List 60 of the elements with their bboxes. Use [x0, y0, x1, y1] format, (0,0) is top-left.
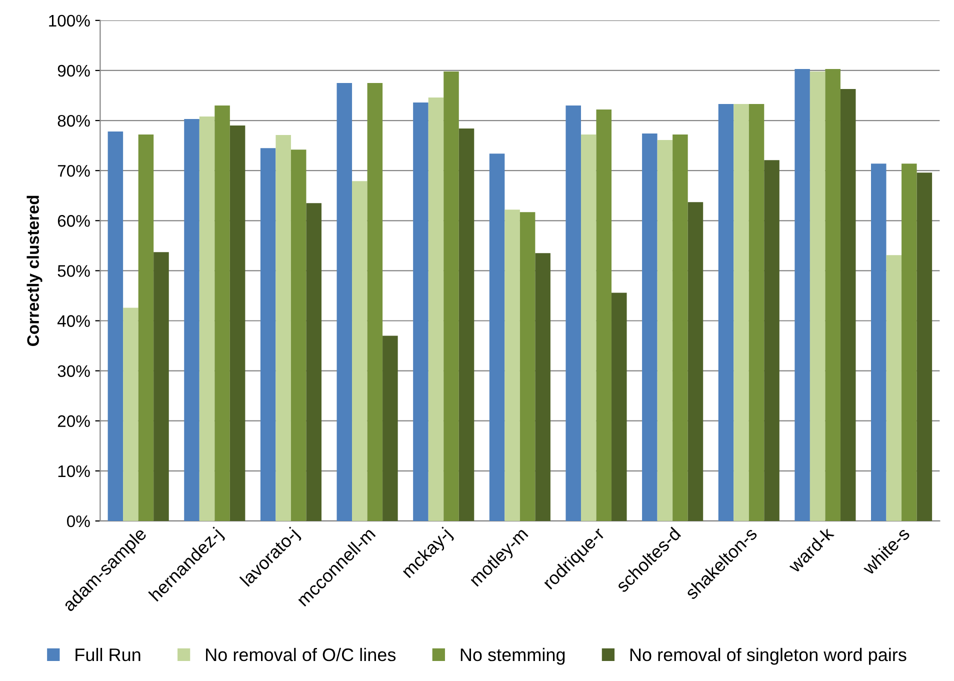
bar — [444, 71, 459, 521]
bar — [916, 172, 932, 521]
bar — [458, 128, 474, 521]
bar — [290, 150, 306, 521]
bar — [413, 102, 428, 521]
bar — [748, 104, 764, 521]
y-tick-label: 0% — [67, 515, 90, 528]
bar — [108, 132, 124, 521]
bar — [886, 255, 902, 521]
bar — [734, 104, 749, 521]
bar — [199, 116, 215, 521]
bar — [566, 106, 581, 521]
bar — [810, 71, 826, 521]
bar — [154, 252, 169, 521]
y-tick-label: 20% — [58, 415, 90, 428]
bar — [260, 148, 276, 521]
bar — [612, 292, 627, 521]
bar — [657, 140, 673, 521]
bar — [214, 106, 230, 521]
y-tick-label: 100% — [49, 14, 90, 27]
bar — [123, 308, 138, 521]
bar — [276, 135, 291, 521]
bar — [902, 164, 917, 521]
bar — [382, 336, 398, 521]
y-tick-label: 80% — [58, 114, 90, 127]
bar — [428, 98, 444, 521]
bar — [184, 119, 200, 521]
y-tick-label: 60% — [58, 215, 90, 227]
bar — [489, 154, 505, 521]
bar — [688, 202, 704, 521]
bar — [764, 160, 780, 521]
legend-label: No removal of O/C lines — [206, 648, 396, 662]
bar — [642, 134, 658, 521]
bar — [535, 253, 550, 521]
bar — [306, 203, 322, 521]
bar — [825, 68, 840, 521]
y-tick-label: 10% — [58, 465, 90, 478]
bar — [504, 210, 520, 521]
bar — [596, 110, 612, 521]
y-tick-label: 90% — [58, 64, 90, 77]
bar — [718, 104, 734, 521]
bar — [871, 164, 886, 521]
legend-label: No stemming — [460, 648, 565, 665]
bar — [336, 82, 352, 521]
bar — [840, 89, 856, 521]
y-tick-label: 40% — [57, 315, 90, 327]
bar — [230, 126, 246, 521]
y-axis-title: Correctly clustered — [26, 196, 42, 346]
bar — [138, 134, 154, 521]
legend-label: No removal of singleton word pairs — [630, 648, 906, 665]
bar — [580, 134, 596, 521]
legend-label: Full Run — [76, 648, 140, 662]
bar — [520, 212, 536, 521]
bar — [794, 68, 810, 521]
bar — [672, 134, 688, 521]
bar — [352, 181, 368, 521]
y-tick-label: 70% — [58, 164, 90, 177]
bar — [367, 82, 383, 521]
y-tick-label: 50% — [58, 265, 90, 277]
y-tick-label: 30% — [58, 365, 90, 378]
